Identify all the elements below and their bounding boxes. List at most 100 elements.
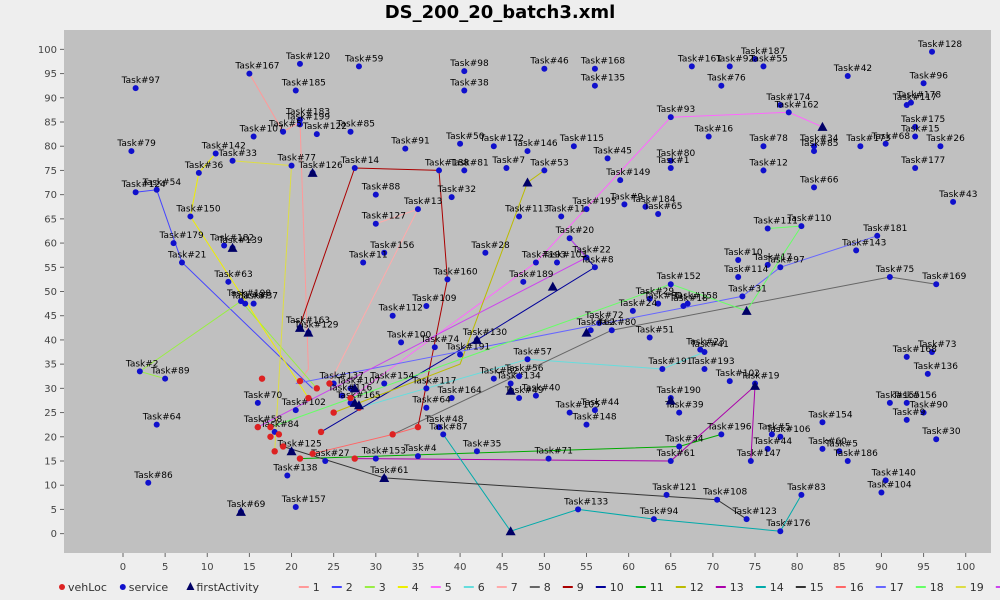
task-label: Task#107 [239,125,284,135]
service-point [591,65,598,72]
service-point [752,56,759,63]
service-point [853,247,860,254]
chart-title: DS_200_20_batch3.xml [384,2,616,23]
service-point [296,116,303,123]
task-label: Task#32 [437,185,476,195]
vehicle-location-point [330,409,337,416]
service-point [414,206,421,213]
service-point [785,109,792,116]
first-activity-marker [349,383,360,393]
task-label: Task#13 [403,197,442,207]
service-point [524,356,531,363]
task-label: Task#65 [643,202,682,212]
service-point [819,419,826,426]
service-point [322,457,329,464]
service-point [764,445,771,452]
task-label: Task#86 [133,471,173,481]
task-label: Task#97 [765,255,804,265]
service-point [929,48,936,55]
first-activity-marker [741,305,752,315]
task-label: Task#39 [664,401,704,411]
task-label: Task#102 [281,398,326,408]
task-label: Task#8 [580,255,614,265]
task-label: Task#140 [871,468,916,478]
service-point [764,225,771,232]
first-activities-layer [227,121,828,536]
service-point [920,80,927,87]
service-point [436,167,443,174]
task-label: Task#154 [369,372,414,382]
service-point [250,300,257,307]
service-point [414,453,421,460]
task-label: Task#190 [656,386,701,396]
task-label: Task#107 [336,376,381,386]
vehicle-location-point [305,394,312,402]
task-label: Task#135 [580,74,625,84]
x-tick-label: 45 [496,562,509,573]
task-label: Task#114 [723,265,768,275]
task-label: Task#58 [243,415,283,425]
service-point [473,448,480,455]
task-label: Task#96 [909,71,949,81]
service-point [187,213,194,220]
task-label: Task#186 [833,449,878,459]
service-point [153,186,160,193]
vehicle-location-point [279,443,287,450]
route-line-15 [282,446,747,520]
legend-label-17: 17 [890,581,904,594]
service-point [760,143,767,150]
task-label: Task#87 [230,292,269,302]
y-tick-label: 35 [44,360,57,371]
task-label: Task#99 [643,292,683,302]
service-point [541,65,548,72]
service-point [288,162,295,169]
task-label: Task#155 [875,391,920,401]
first-activity-marker [294,322,305,332]
service-point [431,344,438,351]
task-label: Task#80 [656,149,696,159]
service-point [680,303,687,310]
service-point [591,82,598,89]
task-label: Task#31 [727,284,766,294]
service-point [461,167,468,174]
service-point [558,213,565,220]
task-label: Task#147 [736,449,781,459]
service-point [153,421,160,428]
service-point [532,259,539,266]
service-point [444,276,451,283]
task-label: Task#18 [668,294,708,304]
service-point [937,143,944,150]
task-label: Task#24 [618,299,658,309]
task-label: Task#4 [403,444,437,454]
task-label: Task#109 [411,294,456,304]
service-point [591,264,598,271]
legend-label-12: 12 [690,581,704,594]
service-point [355,63,362,70]
service-point [212,150,219,157]
service-point [490,143,497,150]
task-label: Task#71 [534,447,573,457]
service-point [617,177,624,184]
task-label: Task#42 [833,64,872,74]
y-tick-label: 20 [44,432,57,443]
task-label: Task#85 [336,120,375,130]
y-tick-label: 45 [44,311,57,322]
x-tick-label: 5 [162,562,168,573]
task-label: Task#123 [732,507,777,517]
task-label: Task#5 [757,422,791,432]
task-label: Task#175 [900,115,945,125]
task-label: Task#117 [892,93,937,103]
service-point [132,85,139,92]
task-label: Task#88 [361,183,401,193]
task-label: Task#103 [542,250,587,260]
task-label: Task#61 [369,466,408,476]
task-label: Task#64 [411,396,451,406]
first-activity-marker [286,446,297,456]
task-label: Task#14 [340,156,380,166]
task-label: Task#54 [142,178,182,188]
task-label: Task#69 [226,500,266,510]
first-activity-marker [349,397,360,407]
legend-label-13: 13 [730,581,744,594]
service-point [436,424,443,431]
task-label: Task#104 [866,480,911,490]
